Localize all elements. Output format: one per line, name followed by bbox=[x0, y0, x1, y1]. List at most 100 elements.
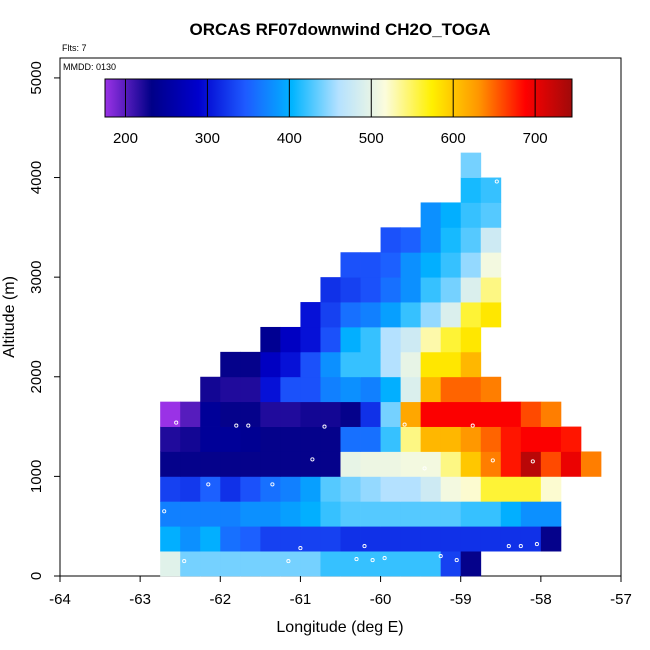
heatmap-cell bbox=[400, 302, 422, 328]
heatmap-cell bbox=[280, 426, 301, 452]
heatmap-cell bbox=[320, 476, 341, 502]
heatmap-cell bbox=[440, 376, 462, 403]
heatmap-cell bbox=[420, 476, 442, 502]
colorbar-tick-label: 500 bbox=[359, 130, 384, 147]
heatmap-cell bbox=[360, 302, 381, 328]
sample-point bbox=[370, 558, 375, 563]
heatmap-cell bbox=[440, 551, 462, 577]
heatmap-cell bbox=[420, 401, 442, 427]
heatmap-cell bbox=[280, 501, 301, 527]
heatmap-cell bbox=[460, 227, 482, 253]
heatmap-cell bbox=[260, 351, 281, 378]
heatmap-cell bbox=[440, 302, 462, 328]
heatmap-cell bbox=[560, 451, 582, 477]
heatmap-cell bbox=[460, 451, 482, 477]
colorbar-tick-label: 200 bbox=[113, 130, 138, 147]
heatmap-cell bbox=[380, 426, 402, 452]
heatmap-cell bbox=[420, 302, 442, 328]
heatmap-cell bbox=[460, 376, 482, 403]
heatmap-cell bbox=[320, 426, 341, 452]
heatmap-cell bbox=[260, 401, 281, 427]
heatmap-cell bbox=[400, 252, 422, 278]
sample-point bbox=[286, 559, 291, 564]
heatmap-cell bbox=[220, 501, 241, 527]
heatmap-cell bbox=[400, 277, 422, 303]
sample-point bbox=[530, 459, 535, 464]
heatmap-cell bbox=[280, 376, 301, 403]
heatmap-cell bbox=[440, 476, 462, 502]
heatmap-cell bbox=[360, 551, 381, 577]
heatmap-cell bbox=[520, 526, 542, 552]
heatmap-cell bbox=[400, 501, 422, 527]
heatmap-cell bbox=[440, 252, 462, 278]
heatmap-cell bbox=[380, 252, 402, 278]
x-tick-label: -62 bbox=[209, 591, 231, 608]
heatmap-cell bbox=[440, 401, 462, 427]
heatmap-cell bbox=[480, 526, 502, 552]
heatmap-cell bbox=[500, 501, 522, 527]
heatmap-cell bbox=[240, 351, 261, 378]
sample-point bbox=[298, 546, 303, 551]
heatmap-cell bbox=[180, 551, 201, 577]
heatmap-cell bbox=[540, 401, 562, 427]
heatmap-cell bbox=[340, 426, 361, 452]
heatmap-cell bbox=[460, 152, 482, 178]
heatmap-cell bbox=[160, 426, 181, 452]
heatmap-cell bbox=[280, 551, 301, 577]
heatmap-cell bbox=[340, 326, 361, 353]
heatmap-cell bbox=[340, 376, 361, 403]
heatmap-cell bbox=[360, 426, 381, 452]
heatmap-cell bbox=[460, 501, 482, 527]
heatmap-cell bbox=[440, 326, 462, 353]
sample-points bbox=[162, 179, 539, 564]
heatmap-cell bbox=[420, 501, 442, 527]
colorbar-tick-label: 400 bbox=[277, 130, 302, 147]
heatmap-cell bbox=[480, 401, 502, 427]
sample-point bbox=[382, 556, 387, 561]
heatmap-cell bbox=[540, 476, 562, 502]
heatmap-cell bbox=[240, 551, 261, 577]
heatmap-cell bbox=[560, 426, 582, 452]
heatmap-cell bbox=[520, 426, 542, 452]
heatmap-cell bbox=[520, 476, 542, 502]
heatmap-cell bbox=[340, 252, 361, 278]
heatmap-cell bbox=[500, 526, 522, 552]
heatmap-cell bbox=[360, 476, 381, 502]
heatmap-cell bbox=[200, 376, 221, 403]
heatmap-cell bbox=[260, 376, 281, 403]
heatmap-cell bbox=[480, 177, 502, 203]
heatmap-cell bbox=[460, 401, 482, 427]
heatmap-cell bbox=[160, 501, 181, 527]
heatmap-cell bbox=[220, 351, 241, 378]
heatmap-cell bbox=[220, 401, 241, 427]
sample-point bbox=[234, 423, 239, 428]
heatmap-cell bbox=[180, 426, 201, 452]
heatmap-cell bbox=[480, 451, 502, 477]
heatmap-cell bbox=[160, 476, 181, 502]
x-tick-label: -61 bbox=[290, 591, 312, 608]
sample-point bbox=[534, 542, 539, 547]
sample-point bbox=[270, 482, 275, 487]
sample-point bbox=[506, 544, 511, 549]
heatmap-cell bbox=[480, 476, 502, 502]
heatmap-cell bbox=[320, 526, 341, 552]
heatmap-cell bbox=[260, 476, 281, 502]
heatmap-cell bbox=[460, 177, 482, 203]
heatmap-cell bbox=[260, 326, 281, 353]
sample-point bbox=[310, 457, 315, 462]
x-tick-label: -59 bbox=[450, 591, 472, 608]
heatmap-cell bbox=[380, 451, 402, 477]
heatmap-cell bbox=[180, 451, 201, 477]
heatmap-cell bbox=[340, 401, 361, 427]
heatmap-cell bbox=[300, 451, 321, 477]
heatmap-cell bbox=[360, 451, 381, 477]
heatmap-cell bbox=[380, 326, 402, 353]
heatmap-cell bbox=[340, 451, 361, 477]
sample-point bbox=[438, 554, 443, 559]
heatmap-cell bbox=[300, 426, 321, 452]
heatmap-cell bbox=[240, 501, 261, 527]
heatmap-cell bbox=[380, 526, 402, 552]
heatmap-cell bbox=[300, 326, 321, 353]
heatmap-cell bbox=[540, 426, 562, 452]
